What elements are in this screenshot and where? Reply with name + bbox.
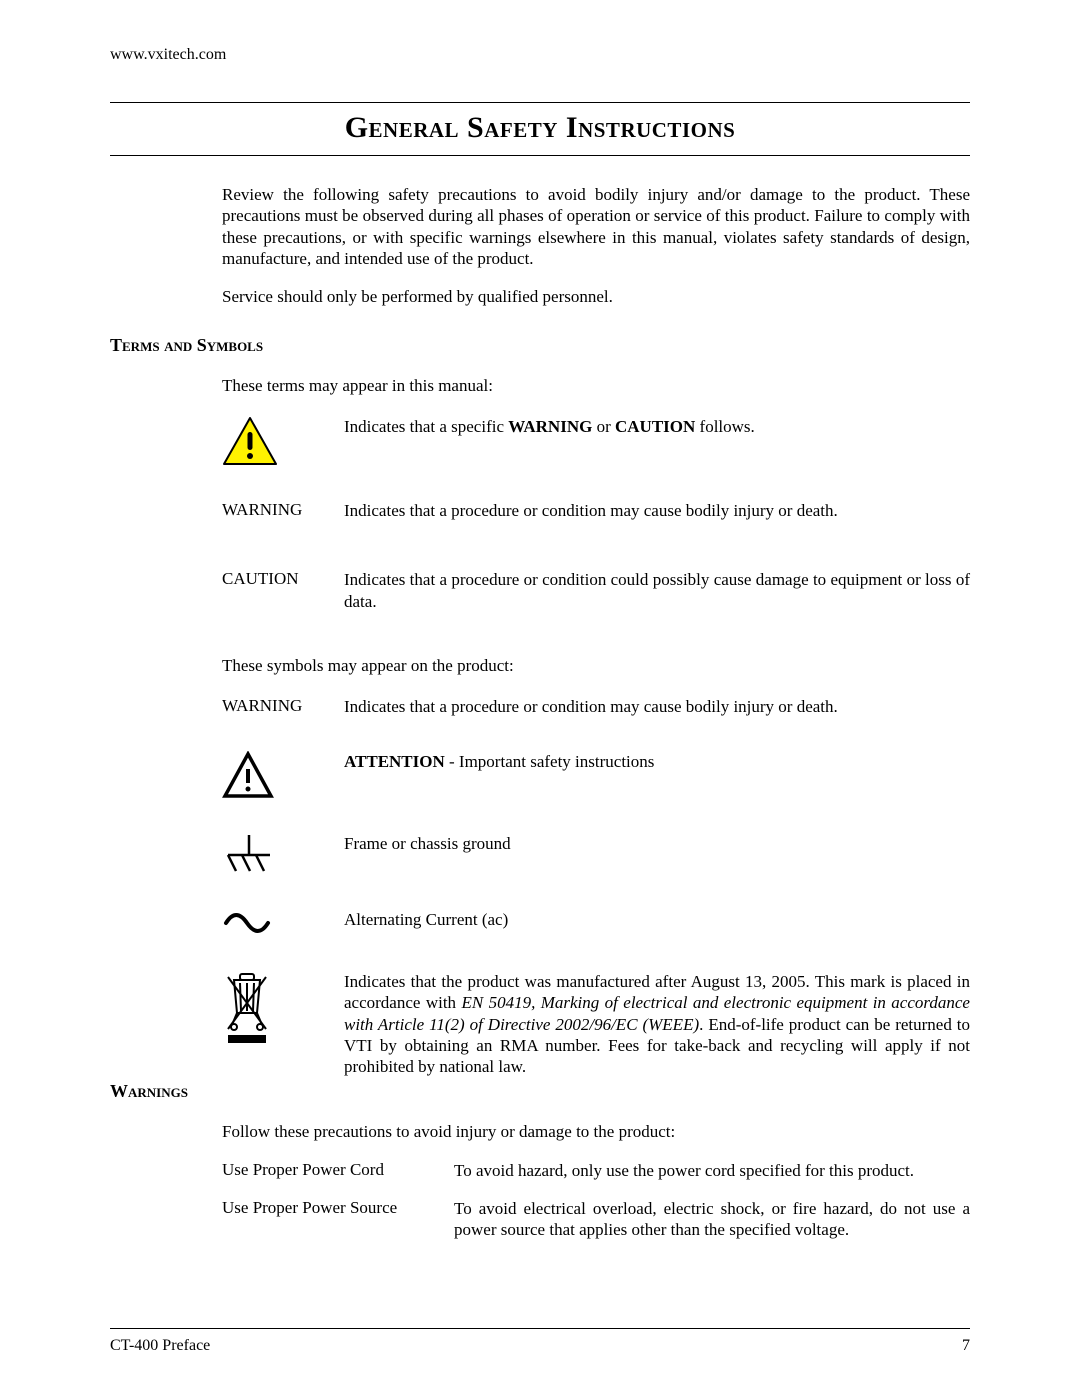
weee-desc: Indicates that the product was manufactu… <box>344 971 970 1077</box>
triangle-desc-bold1: WARNING <box>508 417 592 436</box>
warnings-heading: Warnings <box>110 1081 970 1102</box>
weee-icon <box>222 971 344 1045</box>
footer-right: 7 <box>962 1337 970 1355</box>
footer-left: CT-400 Preface <box>110 1337 210 1355</box>
power-cord-desc: To avoid hazard, only use the power cord… <box>454 1160 970 1181</box>
ground-icon <box>222 833 344 875</box>
row-attention: ATTENTION - Important safety instruction… <box>222 751 970 799</box>
row-caution: CAUTION Indicates that a procedure or co… <box>222 569 970 612</box>
attention-triangle-icon <box>222 751 344 799</box>
warning-label: WARNING <box>222 500 344 520</box>
triangle-desc-post: follows. <box>695 417 755 436</box>
warning-triangle-yellow-icon <box>222 416 344 466</box>
warning-desc: Indicates that a procedure or condition … <box>344 500 970 521</box>
row-weee: Indicates that the product was manufactu… <box>222 971 970 1077</box>
triangle-desc: Indicates that a specific WARNING or CAU… <box>344 416 970 437</box>
title-block: General Safety Instructions <box>110 102 970 156</box>
caution-label: CAUTION <box>222 569 344 589</box>
terms-intro: These terms may appear in this manual: <box>222 376 970 396</box>
terms-section: These terms may appear in this manual: I… <box>222 376 970 1077</box>
row-warning: WARNING Indicates that a procedure or co… <box>222 500 970 521</box>
ac-desc: Alternating Current (ac) <box>344 909 970 930</box>
row-ground: Frame or chassis ground <box>222 833 970 875</box>
attention-bold: ATTENTION <box>344 752 445 771</box>
ground-desc: Frame or chassis ground <box>344 833 970 854</box>
power-cord-label: Use Proper Power Cord <box>222 1160 454 1180</box>
row-power-source: Use Proper Power Source To avoid electri… <box>222 1198 970 1241</box>
intro-paragraph: Review the following safety precautions … <box>222 184 970 269</box>
caution-desc: Indicates that a procedure or condition … <box>344 569 970 612</box>
attention-rest: - Important safety instructions <box>445 752 655 771</box>
ac-icon <box>222 909 344 937</box>
triangle-desc-bold2: CAUTION <box>615 417 695 436</box>
warning2-label: WARNING <box>222 696 344 716</box>
row-power-cord: Use Proper Power Cord To avoid hazard, o… <box>222 1160 970 1181</box>
row-triangle-yellow: Indicates that a specific WARNING or CAU… <box>222 416 970 466</box>
row-warning2: WARNING Indicates that a procedure or co… <box>222 696 970 717</box>
terms-heading: Terms and Symbols <box>110 335 970 356</box>
warnings-intro: Follow these precautions to avoid injury… <box>222 1122 970 1142</box>
intro-section: Review the following safety precautions … <box>222 184 970 307</box>
power-source-label: Use Proper Power Source <box>222 1198 454 1218</box>
document-page: www.vxitech.com General Safety Instructi… <box>0 0 1080 1397</box>
page-title: General Safety Instructions <box>345 111 736 144</box>
attention-desc: ATTENTION - Important safety instruction… <box>344 751 970 772</box>
triangle-desc-pre: Indicates that a specific <box>344 417 508 436</box>
header-url: www.vxitech.com <box>110 46 970 64</box>
service-paragraph: Service should only be performed by qual… <box>222 287 970 307</box>
warnings-section: Follow these precautions to avoid injury… <box>222 1122 970 1240</box>
triangle-desc-mid: or <box>592 417 615 436</box>
warning2-desc: Indicates that a procedure or condition … <box>344 696 970 717</box>
power-source-desc: To avoid electrical overload, electric s… <box>454 1198 970 1241</box>
row-ac: Alternating Current (ac) <box>222 909 970 937</box>
page-footer: CT-400 Preface 7 <box>110 1328 970 1355</box>
symbols-intro: These symbols may appear on the product: <box>222 656 970 676</box>
